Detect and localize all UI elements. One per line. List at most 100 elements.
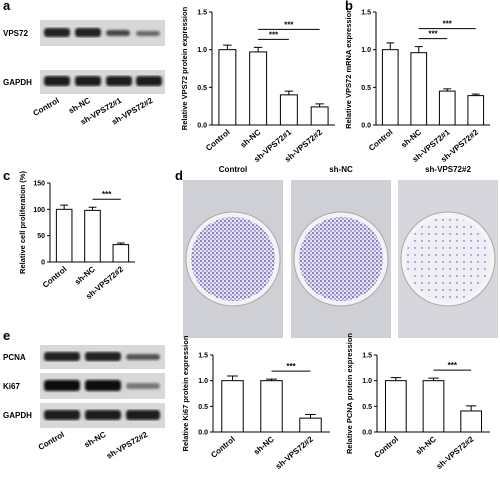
- bar: [218, 49, 237, 126]
- y-tick-label: 1.5: [197, 10, 207, 17]
- blot-bands: [44, 380, 160, 391]
- x-tick-label: sh-NC: [252, 434, 276, 456]
- y-tick-label: 100: [33, 207, 45, 214]
- error-bar: [88, 206, 97, 211]
- significance-label: ***: [286, 362, 296, 371]
- y-tick-label: 1.0: [362, 378, 372, 385]
- error-bar: [253, 46, 263, 52]
- blot-row-label: GAPDH: [3, 78, 32, 87]
- images: [40, 20, 498, 428]
- error-bar: [223, 44, 232, 50]
- bar: [55, 208, 73, 263]
- dish-label: sh-NC: [329, 165, 353, 174]
- significance-label: ***: [448, 361, 458, 370]
- blot-bands: [44, 76, 162, 86]
- bar: [112, 244, 130, 263]
- y-tick-label: 1.5: [361, 10, 371, 17]
- y-tick-label: 0.5: [362, 404, 372, 411]
- blot-lane-label: Control: [37, 430, 66, 452]
- x-tick-label: Control: [209, 435, 237, 460]
- y-tick-label: 0: [41, 260, 45, 267]
- bar: [221, 380, 244, 433]
- y-tick-label: 50: [37, 233, 45, 240]
- colonies: [406, 217, 490, 301]
- bar: [310, 106, 329, 126]
- bar: [422, 380, 445, 433]
- y-tick-label: 0.0: [362, 430, 372, 437]
- blot-row-label: VPS72: [3, 29, 28, 38]
- x-tick-label: sh-NC: [73, 264, 97, 286]
- error-bar: [443, 88, 452, 92]
- y-axis-label: Relative PCNA protein expression: [345, 333, 354, 454]
- y-tick-label: 0.5: [197, 85, 207, 92]
- significance-label: ***: [284, 20, 294, 29]
- x-tick-label: sh-NC: [239, 127, 263, 149]
- bar: [260, 380, 283, 433]
- error-bar: [116, 242, 125, 245]
- panel-letter: c: [3, 168, 10, 183]
- error-bar: [471, 93, 480, 96]
- colonies: [191, 217, 275, 301]
- blot-bands: [44, 352, 160, 361]
- error-bar: [60, 204, 69, 210]
- significance-label: ***: [102, 190, 112, 199]
- dish-label: Control: [219, 165, 247, 174]
- bar: [438, 90, 456, 126]
- error-bar: [305, 414, 316, 419]
- y-tick-label: 0.0: [198, 430, 208, 437]
- error-bar: [414, 46, 423, 53]
- bar: [279, 94, 298, 126]
- error-bar: [390, 377, 402, 381]
- blot-row-label: GAPDH: [3, 411, 32, 420]
- x-tick-label: Control: [373, 435, 401, 460]
- blot-row-label: PCNA: [3, 353, 26, 362]
- y-tick-label: 1.5: [198, 353, 208, 360]
- error-bar: [227, 375, 238, 381]
- blot-bands: [44, 410, 160, 420]
- y-tick-label: 1.5: [362, 353, 372, 360]
- y-tick-label: 1.0: [361, 47, 371, 54]
- y-tick-label: 0.5: [361, 85, 371, 92]
- bar: [384, 380, 407, 433]
- bar: [84, 209, 101, 263]
- error-bar: [428, 377, 439, 381]
- error-bar: [315, 103, 324, 107]
- x-tick-label: sh-NC: [414, 434, 438, 456]
- panel-letter: d: [175, 168, 183, 183]
- y-tick-label: 1.0: [197, 47, 207, 54]
- significance-label: ***: [269, 30, 279, 39]
- x-tick-label: sh-VPS72#2: [435, 434, 476, 471]
- dish-label: sh-VPS72#2: [425, 165, 471, 174]
- bar: [299, 417, 322, 433]
- blot-bands: [44, 28, 160, 37]
- y-tick-label: 1.0: [198, 378, 208, 385]
- panel-letter: b: [345, 0, 353, 13]
- y-tick-label: 0.0: [361, 123, 371, 130]
- x-tick-label: sh-VPS72#2: [274, 434, 315, 471]
- error-bar: [284, 90, 294, 95]
- y-tick-label: 0.5: [198, 404, 208, 411]
- significance-label: ***: [443, 20, 453, 29]
- y-axis-label: Relative VPS72 mRNA expression: [344, 8, 353, 129]
- x-tick-label: Control: [41, 265, 69, 290]
- x-tick-label: Control: [204, 128, 232, 153]
- blot-lane-label: Control: [31, 96, 60, 118]
- blot-lane-label: sh-VPS72#2: [105, 430, 150, 461]
- colonies: [299, 217, 383, 301]
- blot-row-label: Ki67: [3, 382, 20, 391]
- error-bar: [386, 42, 395, 50]
- panel-letter: a: [3, 0, 11, 13]
- error-bar: [465, 405, 477, 411]
- significance-label: ***: [428, 30, 438, 39]
- bar: [410, 52, 428, 126]
- y-axis-label: Relative VPS72 protein expression: [180, 6, 189, 130]
- x-tick-label: sh-NC: [399, 127, 423, 149]
- y-axis-label: Relative cell proliferation (%): [18, 171, 27, 274]
- bar: [381, 49, 399, 126]
- blot-lane-label: sh-NC: [83, 430, 108, 450]
- x-tick-label: Control: [367, 128, 395, 153]
- panel-letter: e: [3, 328, 10, 343]
- bar: [249, 51, 268, 126]
